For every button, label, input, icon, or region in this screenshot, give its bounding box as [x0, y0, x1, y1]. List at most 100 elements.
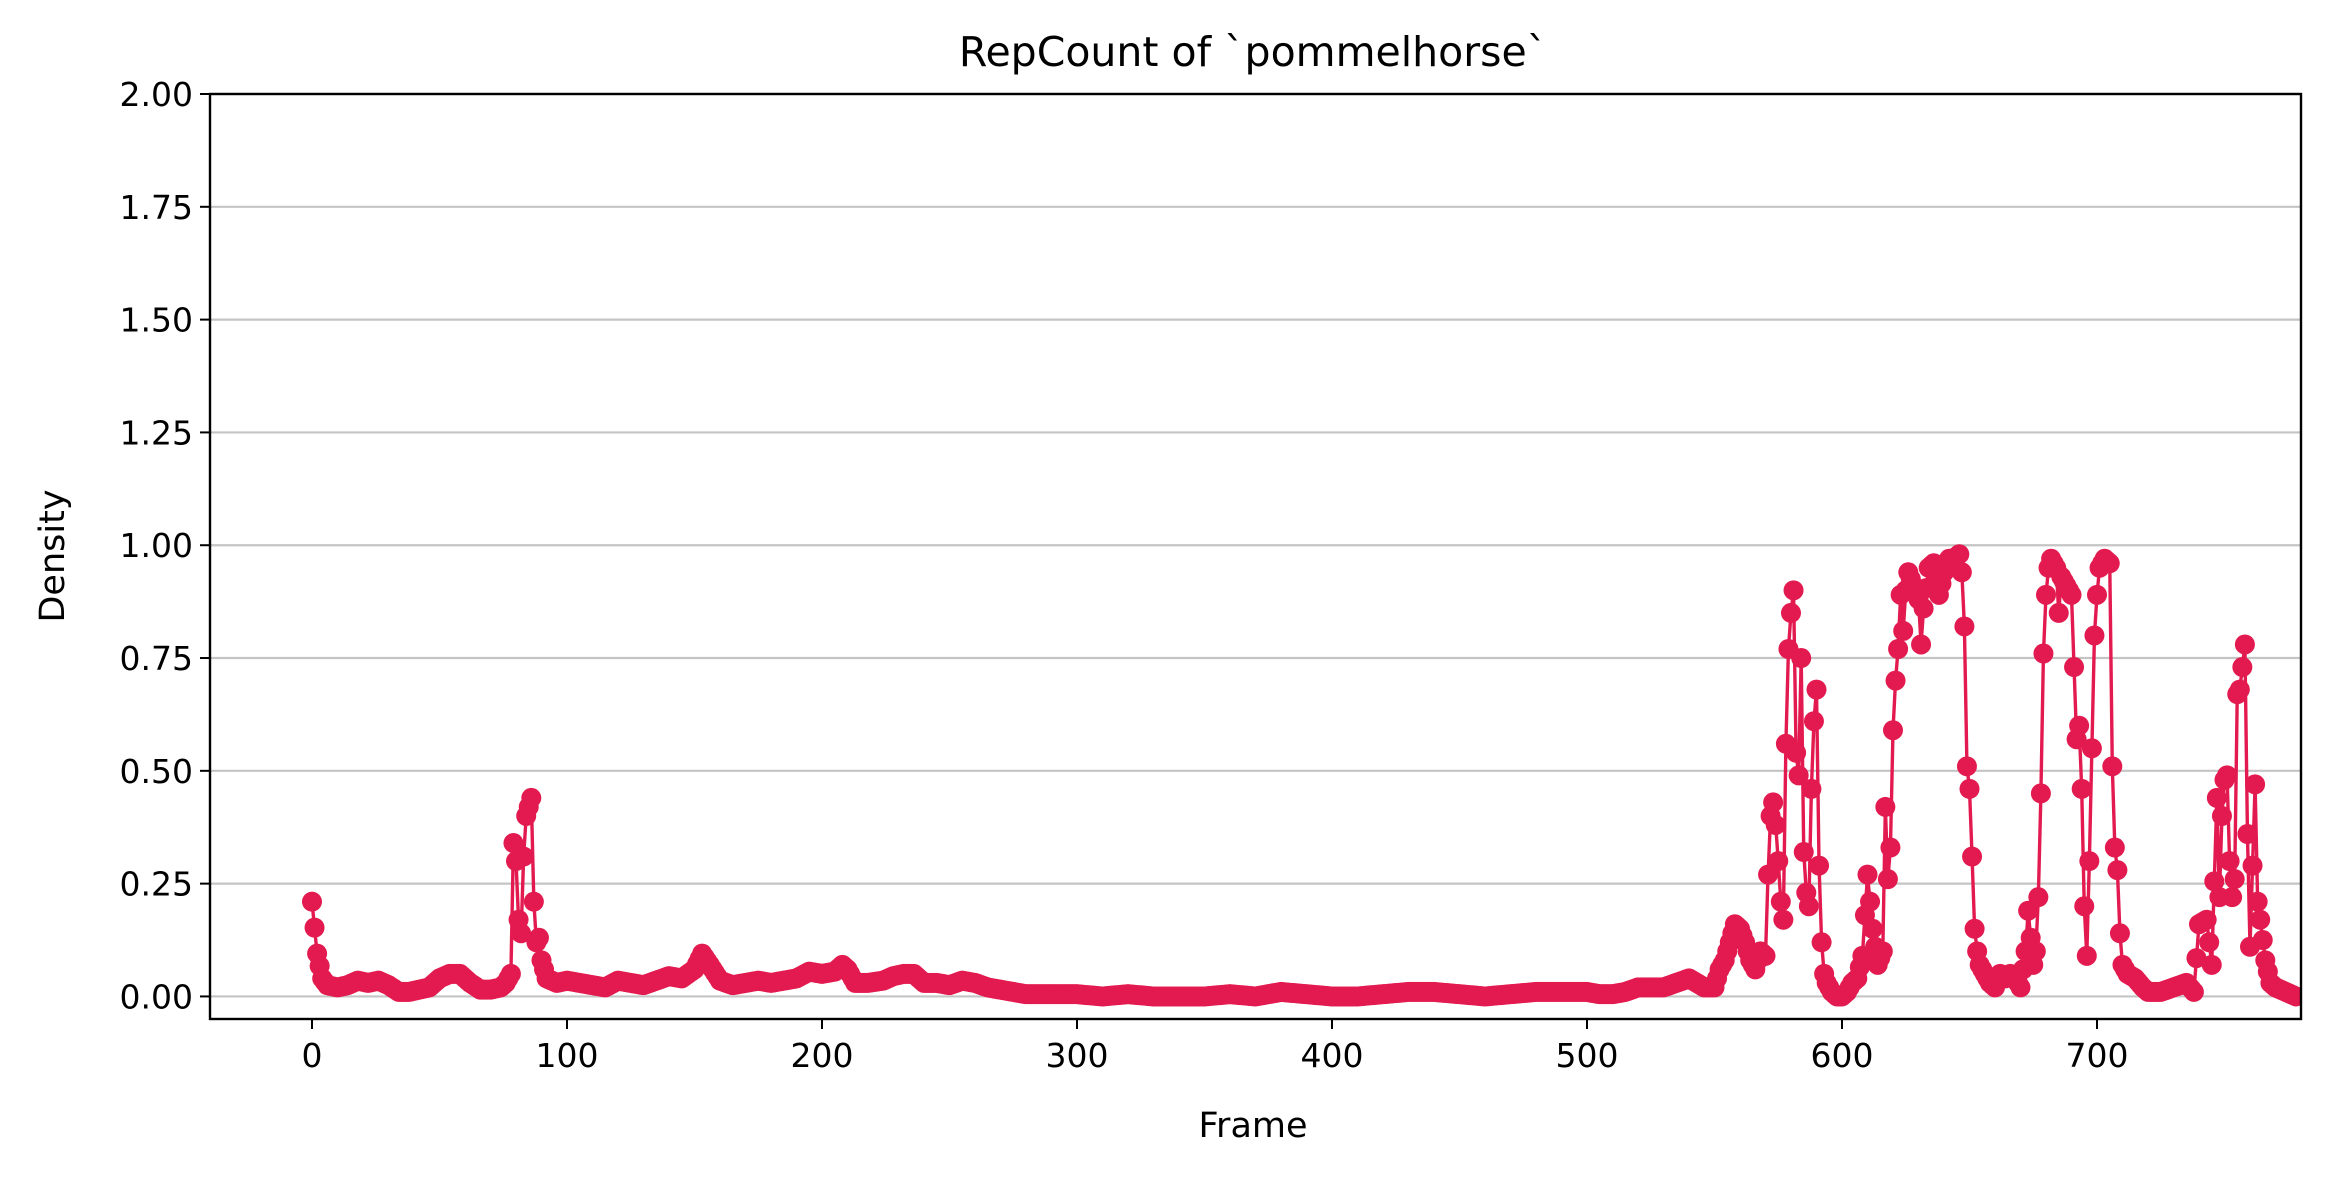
- data-point: [2186, 948, 2207, 969]
- data-point: [1911, 634, 1932, 655]
- data-point: [2064, 657, 2085, 678]
- data-point: [513, 846, 534, 867]
- data-point: [1880, 837, 1901, 858]
- data-point: [2087, 584, 2107, 605]
- data-point: [2183, 981, 2204, 1002]
- data-point: [2204, 871, 2225, 892]
- data-point: [2219, 851, 2240, 872]
- data-point: [1770, 891, 1791, 912]
- data-point: [1913, 598, 1934, 619]
- data-point: [511, 923, 532, 944]
- data-point: [1765, 814, 1786, 835]
- data-point: [2030, 783, 2051, 804]
- y-axis-title: Density: [33, 489, 73, 622]
- data-point: [1857, 864, 1878, 885]
- y-axis-ticks: 0.00 0.25 0.50 0.75 1.00 1.25 1.50 1.75 2.00: [120, 75, 210, 1016]
- data-point: [2224, 869, 2245, 890]
- x-axis-ticks: 0 100 200 300 400 500 600 700: [302, 1019, 2129, 1075]
- data-point: [1885, 670, 1906, 691]
- data-point: [1956, 756, 1977, 777]
- data-point: [2109, 923, 2130, 944]
- data-point: [521, 787, 542, 808]
- y-tick-label: 0.50: [120, 752, 193, 791]
- y-tick-label: 1.75: [120, 188, 193, 227]
- data-point: [2245, 774, 2266, 795]
- data-point: [1883, 720, 1903, 741]
- y-tick-label: 1.50: [120, 301, 193, 340]
- data-point: [1768, 851, 1789, 872]
- data-point: [2211, 805, 2232, 826]
- chart-title: RepCount of `pommelhorse`: [959, 28, 1547, 76]
- data-point: [1773, 909, 1794, 930]
- series-line-group: [302, 544, 2301, 1007]
- x-tick-label: 500: [1556, 1036, 1619, 1075]
- data-point: [2102, 756, 2123, 777]
- data-point: [1862, 918, 1883, 939]
- data-point: [2099, 553, 2120, 574]
- data-point: [2285, 986, 2301, 1007]
- data-point: [304, 917, 325, 938]
- data-point: [2076, 945, 2097, 966]
- data-point: [1949, 544, 1970, 565]
- data-point: [2242, 855, 2263, 876]
- data-point: [1798, 896, 1819, 917]
- data-point: [2036, 584, 2056, 605]
- data-point: [2222, 887, 2243, 908]
- data-point: [1791, 648, 1812, 669]
- data-point: [523, 891, 544, 912]
- data-point: [2048, 602, 2069, 623]
- x-tick-label: 300: [1046, 1036, 1109, 1075]
- data-point: [1806, 679, 1827, 700]
- data-point: [2217, 765, 2238, 786]
- data-point: [2234, 634, 2255, 655]
- data-point: [2079, 851, 2100, 872]
- x-tick-label: 400: [1301, 1036, 1364, 1075]
- data-point: [2250, 909, 2271, 930]
- data-point: [1959, 778, 1980, 799]
- y-tick-label: 0.00: [120, 977, 193, 1016]
- data-point: [2069, 715, 2090, 736]
- data-point: [500, 963, 521, 984]
- x-tick-label: 100: [536, 1036, 599, 1075]
- data-point: [2252, 930, 2273, 951]
- data-point: [1809, 855, 1830, 876]
- data-point: [1793, 842, 1814, 863]
- y-tick-label: 1.25: [120, 413, 193, 452]
- data-point: [2061, 584, 2082, 605]
- data-point: [1964, 918, 1985, 939]
- data-point: [2232, 657, 2253, 678]
- data-point: [2199, 932, 2220, 953]
- y-tick-label: 1.00: [120, 526, 193, 565]
- data-point: [2074, 896, 2095, 917]
- data-point: [1951, 562, 1972, 583]
- x-axis-title: Frame: [1198, 1106, 1307, 1146]
- x-tick-label: 0: [302, 1036, 323, 1075]
- data-point: [1783, 580, 1804, 601]
- data-point: [1781, 602, 1801, 623]
- data-point: [1872, 941, 1893, 962]
- data-point: [1875, 796, 1896, 817]
- data-point: [1811, 932, 1832, 953]
- x-tick-label: 700: [2066, 1036, 2129, 1075]
- data-point: [1788, 765, 1809, 786]
- data-point: [2081, 738, 2102, 759]
- data-point: [1962, 846, 1983, 867]
- data-point: [302, 891, 322, 912]
- data-point: [2229, 679, 2250, 700]
- data-point: [2025, 941, 2046, 962]
- data-point: [1860, 891, 1881, 912]
- x-tick-label: 200: [791, 1036, 854, 1075]
- data-point: [2028, 887, 2049, 908]
- data-point: [2247, 891, 2268, 912]
- data-point: [2196, 909, 2217, 930]
- data-point: [2084, 625, 2105, 646]
- data-point: [2010, 977, 2031, 998]
- data-point: [1786, 742, 1807, 763]
- data-point: [2033, 643, 2054, 664]
- series-density: [302, 544, 2301, 1007]
- data-point: [1763, 792, 1784, 813]
- data-point: [1888, 639, 1909, 659]
- y-tick-label: 2.00: [120, 75, 193, 114]
- data-point: [2071, 778, 2092, 799]
